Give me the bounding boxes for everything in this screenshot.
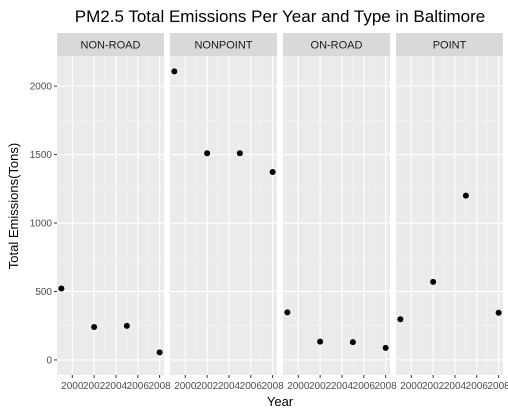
data-point (462, 192, 469, 199)
facet-strip-label: NONPOINT (194, 40, 252, 52)
x-tick-label: 2006 (353, 381, 376, 392)
facet-strip (57, 33, 164, 56)
chart-title: PM2.5 Total Emissions Per Year and Type … (75, 7, 485, 26)
data-point (123, 322, 130, 329)
x-tick-label: 2008 (488, 381, 508, 392)
facet-panel-point: POINT 2000 2002 2004 2006 2008 (396, 33, 508, 392)
y-axis-title: Total Emissions(Tons) (6, 143, 21, 269)
x-tick-label: 2004 (105, 381, 128, 392)
y-axis: 0 500 1000 1500 2000 (30, 82, 57, 366)
panel-background (170, 56, 277, 375)
x-tick-label: 2006 (127, 381, 150, 392)
x-axis-title: Year (267, 394, 294, 409)
x-tick-label: 2002 (422, 381, 445, 392)
data-point (269, 168, 276, 175)
x-tick-label: 2002 (309, 381, 332, 392)
data-point (495, 309, 502, 316)
facet-strip-label: ON-ROAD (311, 40, 363, 52)
x-tick-label: 2004 (331, 381, 354, 392)
y-tick-label: 500 (35, 287, 52, 298)
data-point (317, 338, 324, 345)
x-tick-label: 2002 (196, 381, 219, 392)
x-tick-label: 2000 (174, 381, 197, 392)
data-point (382, 344, 389, 351)
facet-strip (283, 33, 390, 56)
x-tick-label: 2002 (83, 381, 106, 392)
panel-background (283, 56, 390, 375)
data-point (58, 285, 65, 292)
data-point (236, 150, 243, 157)
data-point (171, 68, 178, 75)
y-tick-label: 1500 (30, 150, 53, 161)
data-point (284, 309, 291, 316)
data-point (204, 150, 211, 157)
x-tick-label: 2008 (262, 381, 285, 392)
x-tick-label: 2004 (444, 381, 467, 392)
facet-strip (396, 33, 503, 56)
data-point (430, 278, 437, 285)
facet-panel-nonpoint: NONPOINT 2000 2002 2004 2006 2008 (170, 33, 284, 392)
facet-strip-label: NON-ROAD (81, 40, 141, 52)
x-tick-label: 2000 (287, 381, 310, 392)
x-tick-label: 2000 (400, 381, 423, 392)
facet-strip-label: POINT (433, 40, 467, 52)
x-tick-label: 2000 (61, 381, 84, 392)
y-tick-label: 2000 (30, 82, 53, 93)
x-tick-label: 2008 (375, 381, 398, 392)
facet-panel-non-road: NON-ROAD 2000 2002 2004 2006 2008 (57, 33, 171, 392)
x-tick-label: 2008 (149, 381, 172, 392)
y-tick-label: 1000 (30, 219, 53, 230)
facet-panel-on-road: ON-ROAD 2000 2002 2004 2006 2008 (283, 33, 397, 392)
data-point (349, 339, 356, 346)
data-point (91, 323, 98, 330)
x-tick-label: 2006 (466, 381, 489, 392)
data-point (156, 349, 163, 356)
data-point (397, 316, 404, 323)
x-tick-label: 2004 (218, 381, 241, 392)
panel-background (396, 56, 503, 375)
panel-background (57, 56, 164, 375)
y-tick-label: 0 (46, 355, 52, 366)
facet-strip (170, 33, 277, 56)
x-tick-label: 2006 (240, 381, 263, 392)
